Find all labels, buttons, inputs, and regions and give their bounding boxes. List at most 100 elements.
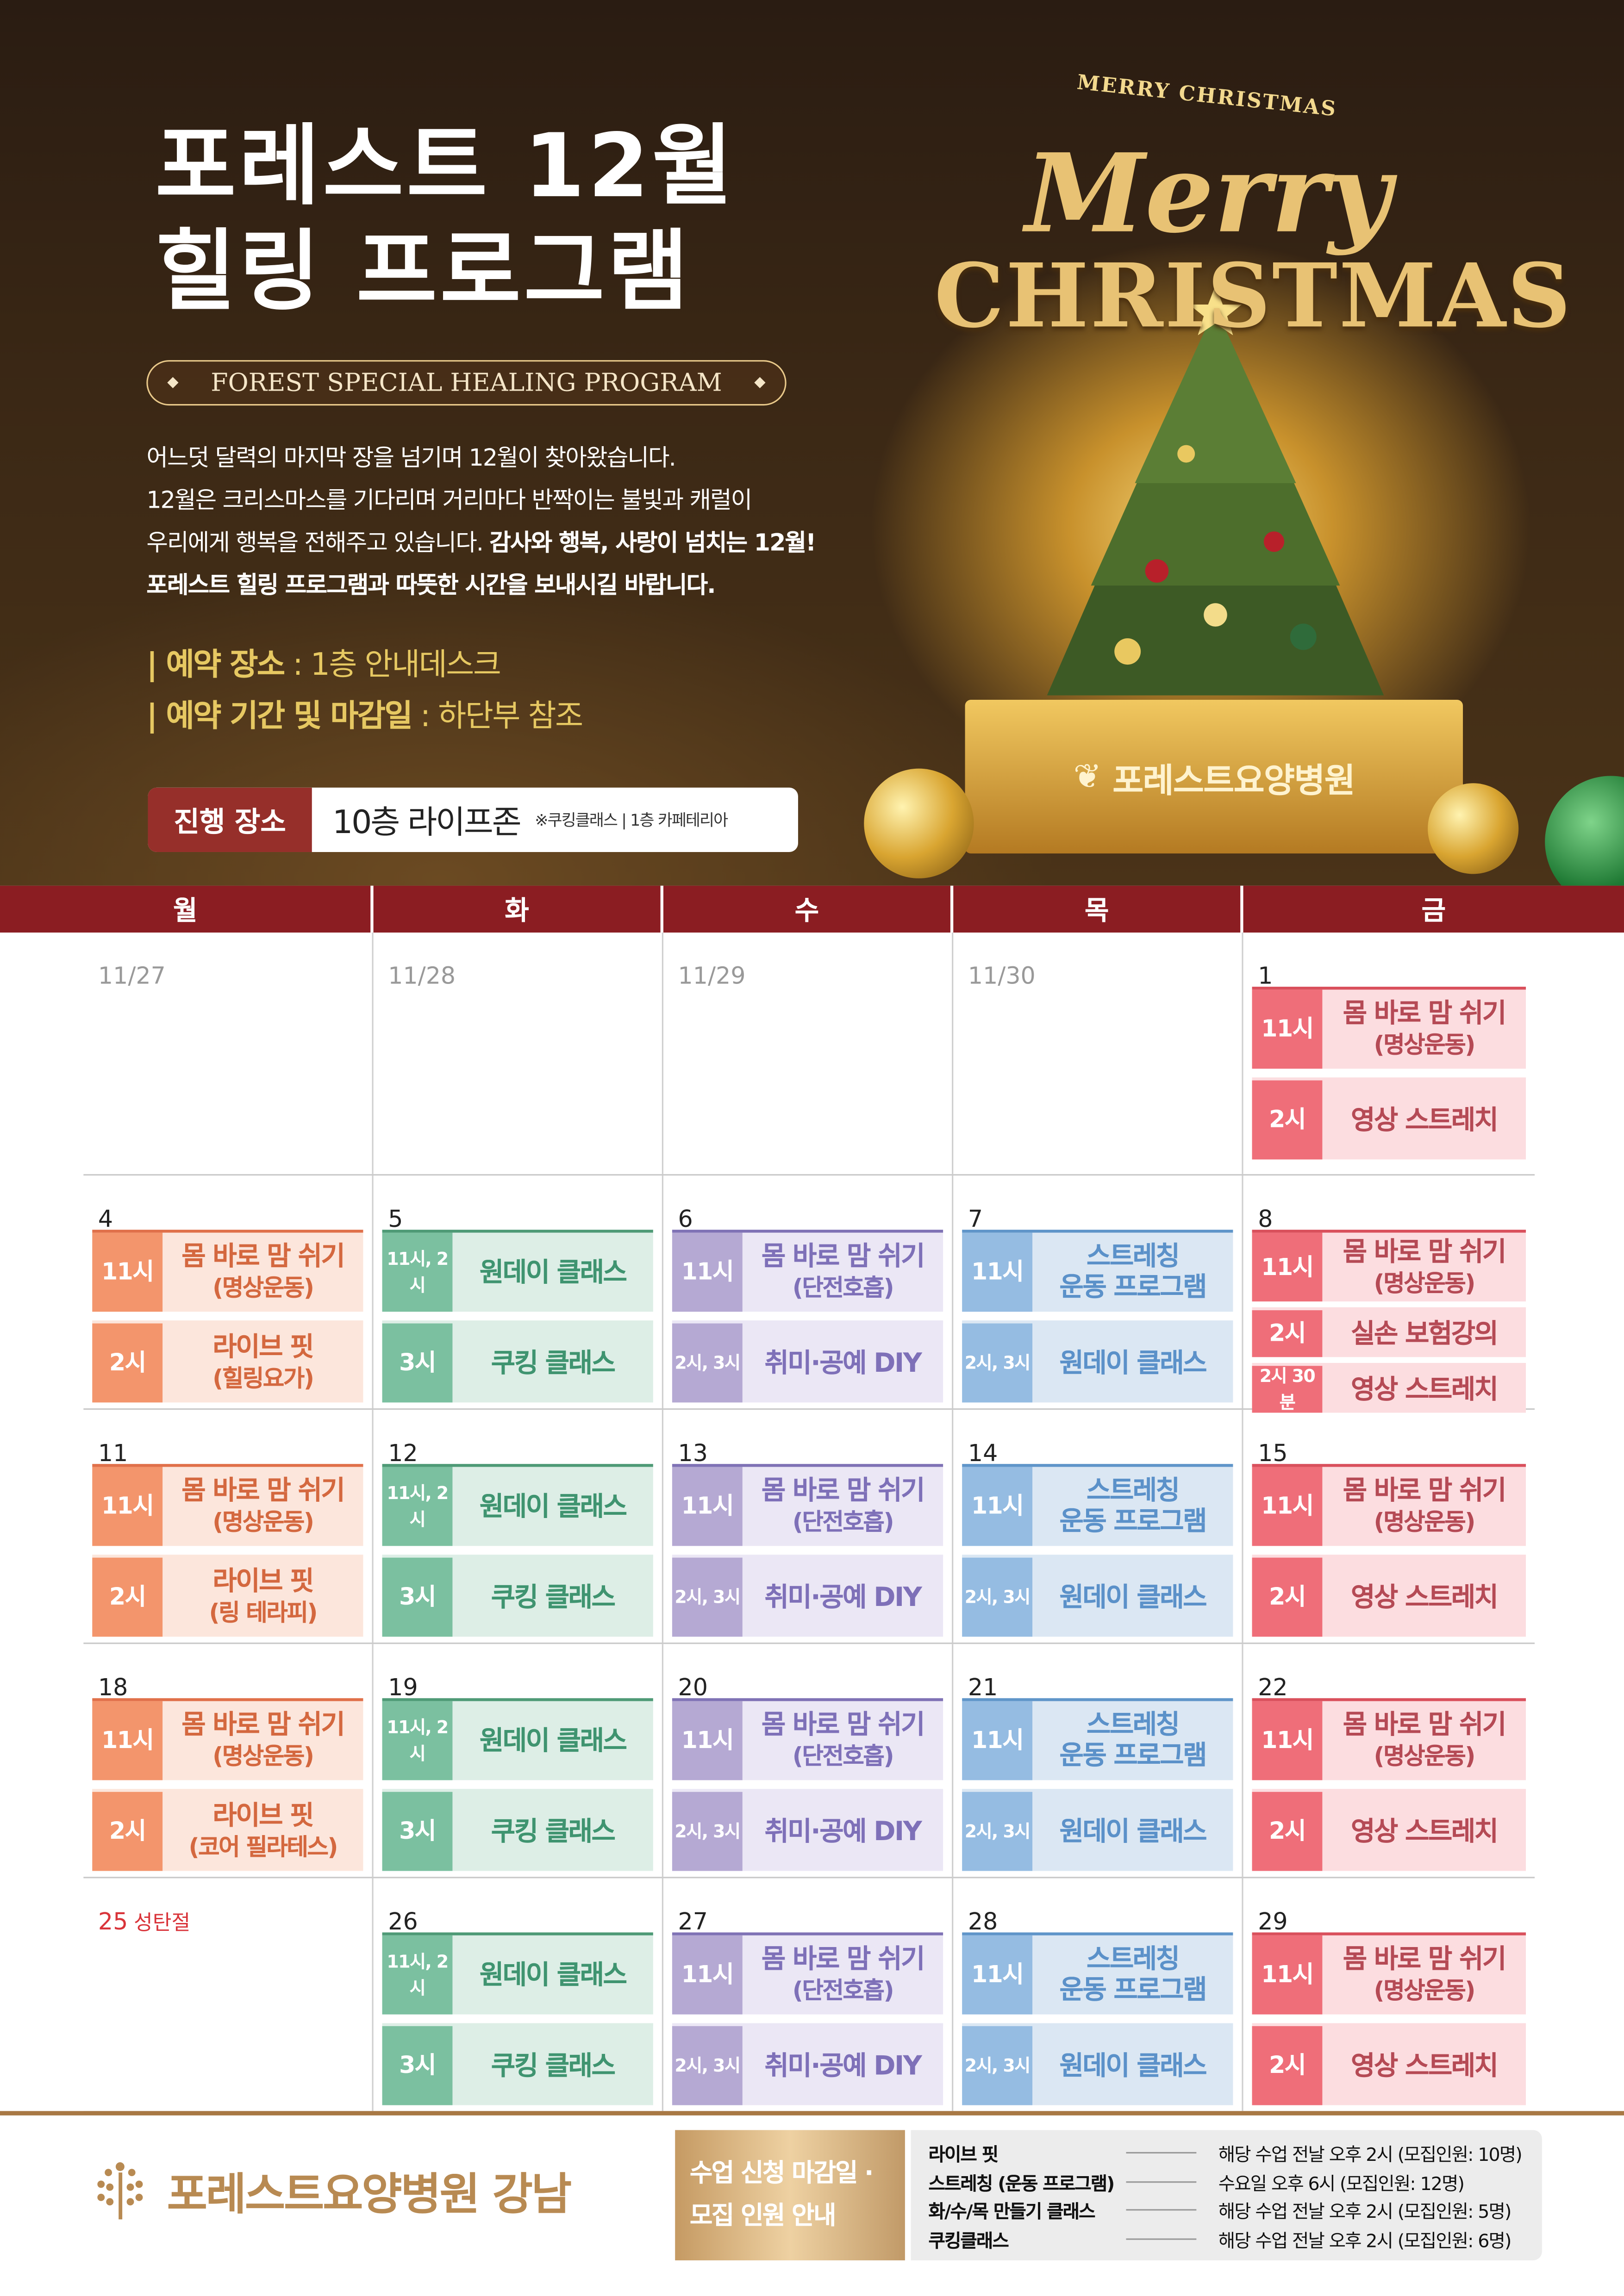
event-subtitle: (단전호흡) (792, 1976, 894, 2004)
event-content: 몸 바로 맘 쉬기 (명상운동) (162, 1701, 363, 1780)
deadline-title: 수업 신청 마감일 · (689, 2159, 874, 2189)
venue-note: ※쿠킹클래스 | 1층 카페테리아 (535, 811, 728, 830)
arrow-line-icon (1126, 2238, 1197, 2240)
event-time: 2시, 3시 (672, 2026, 743, 2105)
christmas-title: CHRISTMAS (934, 246, 1573, 348)
intro-text: 12월은 크리스마스를 기다리며 거리마다 반짝이는 불빛과 캐럴이 (146, 486, 752, 514)
event-title: 몸 바로 맘 쉬기 (761, 1710, 925, 1741)
event-time: 11시, 2시 (382, 1467, 453, 1546)
day-cell: 28 11시 스트레칭 운동 프로그램 2시, 3시 원데이 클래스 (953, 1878, 1243, 2111)
arrow-line-icon (1126, 2181, 1197, 2183)
event-subtitle: (명상운동) (212, 1508, 314, 1536)
event-block: 11시 스트레칭 운동 프로그램 (962, 1464, 1233, 1546)
event-time: 11시 (962, 1935, 1033, 2015)
event-block: 2시 영상 스트레치 (1252, 1077, 1526, 1160)
event-subtitle: (명상운동) (212, 1273, 314, 1302)
event-block: 2시, 3시 원데이 클래스 (962, 1555, 1233, 1637)
event-block: 2시 영상 스트레치 (1252, 1555, 1526, 1637)
event-content: 라이브 핏 (힐링요가) (162, 1324, 363, 1403)
event-time: 11시, 2시 (382, 1232, 453, 1312)
date-text: 5 (388, 1205, 403, 1233)
event-subtitle: (명상운동) (1374, 1030, 1476, 1058)
deadline-row: 화/수/목 만들기 클래스 해당 수업 전날 오후 2시 (모집인원: 5명) (928, 2196, 1542, 2225)
event-block: 11시, 2시 원데이 클래스 (382, 1464, 653, 1546)
event-title: 쿠킹 클래스 (491, 2050, 616, 2081)
event-time: 11시 (672, 1935, 743, 2015)
event-content: 취미·공예 DIY (743, 1324, 943, 1403)
event-content: 원데이 클래스 (452, 1935, 653, 2015)
event-content: 영상 스트레치 (1322, 2026, 1526, 2105)
intro-bold: 포레스트 힐링 프로그램과 따뜻한 시간을 보내시길 바랍니다. (146, 571, 716, 599)
day-cell: 14 11시 스트레칭 운동 프로그램 2시, 3시 원데이 클래스 (953, 1410, 1243, 1643)
day-number: 5 (388, 1205, 403, 1232)
date-text: 11/28 (388, 962, 456, 990)
event-subtitle: (명상운동) (1374, 1976, 1476, 2004)
event-block: 3시 쿠킹 클래스 (382, 1789, 653, 1871)
event-content: 영상 스트레치 (1322, 1558, 1526, 1637)
week-row: 11 11시 몸 바로 맘 쉬기 (명상운동) 2시 라이브 핏 (링 테라피) 12 11시,… (83, 1410, 1535, 1644)
holiday-label: 성탄절 (133, 1912, 191, 1935)
event-subtitle: (힐링요가) (212, 1364, 314, 1393)
title-line-1: 포레스트 12월 (155, 115, 736, 218)
event-title: 원데이 클래스 (479, 1725, 627, 1756)
event-title: 영상 스트레치 (1351, 2050, 1499, 2081)
day-number: 11/30 (968, 962, 1036, 989)
day-number: 26 (388, 1908, 418, 1935)
event-title: 취미·공예 DIY (764, 1347, 922, 1379)
intro-paragraph: 어느덧 달력의 마지막 장을 넘기며 12월이 찾아왔습니다. 12월은 크리스… (146, 436, 816, 606)
intro-line: 우리에게 행복을 전해주고 있습니다. 감사와 행복, 사랑이 넘치는 12월! (146, 521, 816, 564)
week-row: 25 성탄절 26 11시, 2시 원데이 클래스 3시 쿠킹 클래스 27 11시 몸 바로 맘… (83, 1878, 1535, 2113)
event-content: 몸 바로 맘 쉬기 (명상운동) (162, 1232, 363, 1312)
tree-logo-icon (97, 2162, 143, 2220)
event-time: 3시 (382, 1557, 453, 1637)
deadline-value: 수요일 오후 6시 (모집인원: 12명) (1218, 2172, 1465, 2194)
event-subtitle: (명상운동) (1374, 1742, 1476, 1770)
event-title: 라이브 핏 (212, 1800, 314, 1832)
date-text: 1 (1258, 962, 1273, 990)
deadline-value: 해당 수업 전날 오후 2시 (모집인원: 10명) (1218, 2143, 1523, 2166)
event-title: 쿠킹 클래스 (491, 1816, 616, 1847)
event-block: 11시 스트레칭 운동 프로그램 (962, 1230, 1233, 1312)
event-title: 쿠킹 클래스 (491, 1347, 616, 1379)
event-title: 스트레칭 (1086, 1241, 1180, 1272)
event-title: 취미·공예 DIY (764, 2050, 922, 2081)
day-cell: 1 11시 몸 바로 맘 쉬기 (명상운동) 2시 영상 스트레치 (1243, 933, 1535, 1174)
event-content: 몸 바로 맘 쉬기 (명상운동) (1322, 1467, 1526, 1546)
event-content: 원데이 클래스 (452, 1232, 653, 1312)
week-row: 18 11시 몸 바로 맘 쉬기 (명상운동) 2시 라이브 핏 (코어 필라테스) 19 11… (83, 1644, 1535, 1879)
date-text: 20 (678, 1673, 708, 1701)
event-block: 2시 라이브 핏 (링 테라피) (92, 1555, 363, 1637)
day-cell: 5 11시, 2시 원데이 클래스 3시 쿠킹 클래스 (374, 1176, 663, 1408)
event-subtitle: 운동 프로그램 (1059, 1975, 1207, 2006)
event-content: 몸 바로 맘 쉬기 (명상운동) (1322, 1935, 1526, 2015)
event-title: 실손 보험강의 (1351, 1318, 1499, 1349)
event-content: 라이브 핏 (링 테라피) (162, 1558, 363, 1637)
reservation-period: | 예약 기간 및 마감일 : 하단부 참조 (146, 692, 583, 736)
deadline-value: 해당 수업 전날 오후 2시 (모집인원: 6명) (1218, 2229, 1512, 2252)
day-number: 21 (968, 1674, 998, 1701)
event-time: 2시 (1252, 1792, 1323, 1871)
event-subtitle: 운동 프로그램 (1059, 1741, 1207, 1772)
intro-line: 포레스트 힐링 프로그램과 따뜻한 시간을 보내시길 바랍니다. (146, 564, 815, 606)
event-title: 원데이 클래스 (1059, 1347, 1207, 1379)
event-time: 11시, 2시 (382, 1701, 453, 1780)
event-block: 11시 몸 바로 맘 쉬기 (단전호흡) (672, 1932, 943, 2015)
event-time: 11시 (962, 1467, 1033, 1546)
event-time: 11시 (1252, 1935, 1323, 2015)
date-text: 11/29 (678, 962, 746, 990)
day-cell: 11 11시 몸 바로 맘 쉬기 (명상운동) 2시 라이브 핏 (링 테라피) (83, 1410, 374, 1643)
event-content: 취미·공예 DIY (743, 2026, 943, 2105)
event-block: 2시, 3시 원데이 클래스 (962, 2023, 1233, 2105)
deadline-program: 쿠킹클래스 (928, 2229, 1009, 2252)
weekday-1: 월 (0, 885, 374, 933)
day-cell: 15 11시 몸 바로 맘 쉬기 (명상운동) 2시 영상 스트레치 (1243, 1410, 1535, 1643)
event-block: 11시 몸 바로 맘 쉬기 (명상운동) (92, 1698, 363, 1780)
venue-label: 진행 장소 (148, 787, 312, 852)
day-number: 20 (678, 1674, 708, 1701)
event-time: 2시, 3시 (962, 2026, 1033, 2105)
event-content: 스트레칭 운동 프로그램 (1032, 1232, 1233, 1312)
christmas-tree-icon (1047, 285, 1384, 696)
date-text: 19 (388, 1673, 418, 1701)
day-number: 7 (968, 1205, 983, 1232)
event-time: 3시 (382, 1792, 453, 1871)
